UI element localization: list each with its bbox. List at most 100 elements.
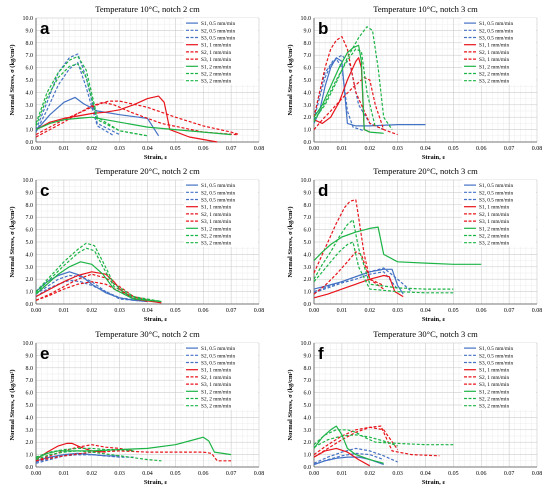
legend-label: S2, 0.5 mm/min xyxy=(479,353,513,359)
series-line xyxy=(35,242,162,303)
legend-label: S3, 2 mm/min xyxy=(201,241,232,247)
x-tick-label: 0.04 xyxy=(420,146,431,152)
legend-label: S1, 1 mm/min xyxy=(201,205,232,211)
x-tick-label: 0.00 xyxy=(309,146,320,152)
y-tick-label: 4.0 xyxy=(26,415,34,421)
legend-label: S2, 1 mm/min xyxy=(201,212,232,218)
series-line xyxy=(35,261,162,303)
legend-label: S3, 0.5 mm/min xyxy=(201,361,235,367)
x-tick-label: 0.07 xyxy=(226,146,237,152)
legend-label: S2, 2 mm/min xyxy=(201,234,232,240)
x-tick-label: 0.08 xyxy=(532,471,543,477)
x-tick-label: 0.01 xyxy=(59,308,70,314)
y-tick-label: 7.0 xyxy=(26,53,34,59)
legend-label: S3, 1 mm/min xyxy=(201,382,232,388)
legend-label: S2, 2 mm/min xyxy=(479,72,510,78)
panel-letter: e xyxy=(40,344,49,363)
y-tick-label: 0.0 xyxy=(304,465,312,471)
legend-label: S3, 1 mm/min xyxy=(479,382,510,388)
panel-letter: f xyxy=(318,344,324,363)
x-tick-label: 0.06 xyxy=(476,471,487,477)
panel-e: 0.00 0.01 0.02 0.03 0.04 0.05 0.06 0.07 0.08 0.0 1… xyxy=(9,329,264,486)
legend-label: S2, 1 mm/min xyxy=(201,50,232,56)
y-tick-label: 0.0 xyxy=(26,140,34,146)
legend-label: S2, 2 mm/min xyxy=(479,234,510,240)
series-line xyxy=(35,447,134,458)
x-tick-label: 0.04 xyxy=(420,308,431,314)
x-tick-label: 0.03 xyxy=(392,308,403,314)
legend-label: S1, 2 mm/min xyxy=(201,64,232,70)
x-tick-label: 0.03 xyxy=(114,471,125,477)
legend-label: S1, 2 mm/min xyxy=(201,389,232,395)
y-tick-label: 8.0 xyxy=(26,41,34,47)
series-line xyxy=(313,447,398,464)
series-line xyxy=(35,96,160,137)
y-tick-label: 9.0 xyxy=(26,190,34,196)
legend-label: S3, 0.5 mm/min xyxy=(479,361,513,367)
y-tick-label: 9.0 xyxy=(304,28,312,34)
x-tick-label: 0.00 xyxy=(31,308,42,314)
x-tick-label: 0.03 xyxy=(392,146,403,152)
y-tick-label: 6.0 xyxy=(304,66,312,72)
y-tick-label: 1.0 xyxy=(26,128,34,134)
x-tick-label: 0.02 xyxy=(87,471,98,477)
series-line xyxy=(35,101,237,138)
x-tick-label: 0.01 xyxy=(337,308,348,314)
panel-title: Temperature 10°C, notch 3 cm xyxy=(373,4,478,14)
legend-label: S1, 0.5 mm/min xyxy=(479,346,513,352)
legend-label: S3, 2 mm/min xyxy=(479,241,510,247)
series-line xyxy=(313,226,482,265)
y-tick-label: 4.0 xyxy=(26,252,34,258)
legend-label: S1, 0.5 mm/min xyxy=(201,183,235,189)
y-tick-label: 1.0 xyxy=(26,290,34,296)
legend-label: S2, 0.5 mm/min xyxy=(201,353,235,359)
x-tick-label: 0.06 xyxy=(476,308,487,314)
legend-label: S2, 0.5 mm/min xyxy=(479,28,513,34)
y-tick-label: 9.0 xyxy=(304,353,312,359)
y-tick-label: 10.0 xyxy=(23,178,34,184)
y-tick-label: 10.0 xyxy=(23,16,34,22)
legend-label: S3, 2 mm/min xyxy=(201,79,232,85)
panel-title: Temperature 30°C, notch 3 cm xyxy=(373,329,478,339)
x-tick-label: 0.03 xyxy=(114,308,125,314)
x-tick-label: 0.08 xyxy=(254,308,265,314)
series-line xyxy=(313,425,440,458)
panel-letter: b xyxy=(318,19,328,38)
x-tick-label: 0.06 xyxy=(476,146,487,152)
y-tick-label: 10.0 xyxy=(301,341,312,347)
y-tick-label: 3.0 xyxy=(304,428,312,434)
panel-letter: a xyxy=(40,19,50,38)
y-tick-label: 3.0 xyxy=(304,265,312,271)
series-line xyxy=(35,63,148,137)
y-tick-label: 8.0 xyxy=(304,203,312,209)
x-tick-label: 0.05 xyxy=(448,308,459,314)
y-axis-label: Normal Stress, σ (kg/cm²) xyxy=(287,44,294,115)
y-tick-label: 6.0 xyxy=(304,228,312,234)
y-tick-label: 8.0 xyxy=(304,41,312,47)
y-tick-label: 2.0 xyxy=(304,115,312,121)
panel-b: 0.00 0.01 0.02 0.03 0.04 0.05 0.06 0.07 0.08 0.0 1… xyxy=(287,4,542,161)
x-tick-label: 0.02 xyxy=(87,308,98,314)
y-axis-label: Normal Stress, σ (kg/cm²) xyxy=(287,369,294,440)
y-tick-label: 2.0 xyxy=(304,277,312,283)
legend-label: S3, 1 mm/min xyxy=(479,57,510,63)
x-tick-label: 0.03 xyxy=(114,146,125,152)
x-tick-label: 0.02 xyxy=(365,471,376,477)
panel-letter: d xyxy=(318,181,328,200)
legend-label: S3, 2 mm/min xyxy=(479,79,510,85)
panel-d: 0.00 0.01 0.02 0.03 0.04 0.05 0.06 0.07 0.08 0.0 1… xyxy=(287,166,542,323)
legend-label: S1, 1 mm/min xyxy=(201,43,232,49)
y-tick-label: 3.0 xyxy=(304,103,312,109)
y-axis-label: Normal Stress, σ (kg/cm²) xyxy=(9,206,16,277)
legend-label: S3, 0.5 mm/min xyxy=(201,36,235,42)
series-line xyxy=(35,116,232,136)
series-line xyxy=(35,436,232,459)
legend-label: S3, 1 mm/min xyxy=(201,57,232,63)
y-tick-label: 0.0 xyxy=(304,140,312,146)
x-axis-label: Strain, ε xyxy=(422,316,446,323)
x-tick-label: 0.04 xyxy=(142,308,153,314)
x-tick-label: 0.07 xyxy=(504,146,515,152)
y-tick-label: 6.0 xyxy=(26,228,34,234)
panel-c: 0.00 0.01 0.02 0.03 0.04 0.05 0.06 0.07 0.08 0.0 1… xyxy=(9,166,264,323)
y-tick-label: 6.0 xyxy=(26,391,34,397)
